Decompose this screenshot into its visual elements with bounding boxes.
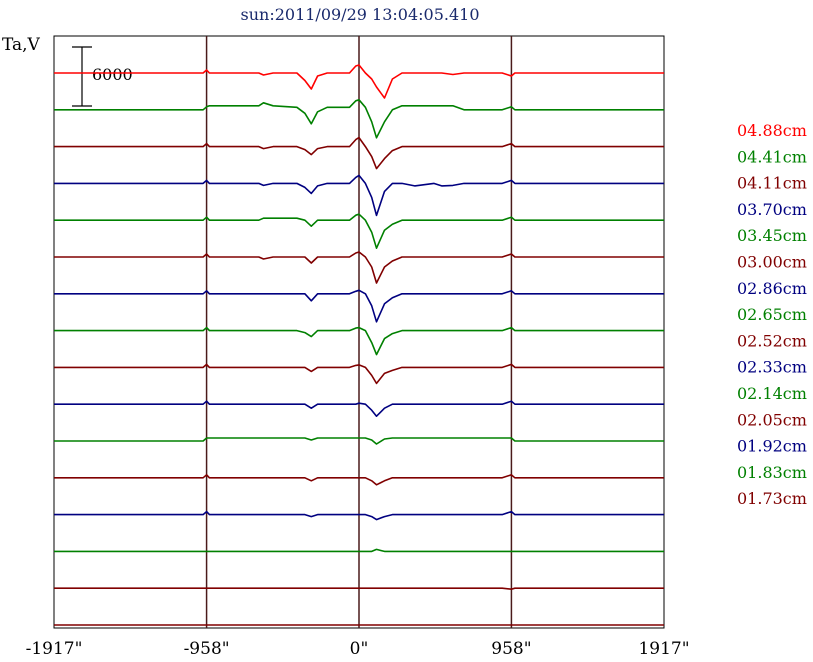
legend-entry: 02.86cm xyxy=(737,279,807,298)
trace-line xyxy=(54,136,664,170)
x-tick-label: -958" xyxy=(184,639,230,659)
x-tick-label: 1917" xyxy=(638,639,689,659)
legend-entry: 02.33cm xyxy=(737,358,807,377)
trace-line xyxy=(54,64,664,99)
trace-line xyxy=(54,548,664,553)
trace-line xyxy=(54,473,664,486)
legend-entry: 01.73cm xyxy=(737,489,807,508)
legend-entry: 04.88cm xyxy=(737,121,807,140)
trace-line xyxy=(54,400,664,418)
trace-line xyxy=(54,326,664,356)
trace-line xyxy=(54,363,664,385)
x-tick-labels: -1917" -958" 0" 958" 1917" xyxy=(26,639,690,659)
x-tick-label: 958" xyxy=(491,639,531,659)
y-axis-label: Ta,V xyxy=(2,35,41,55)
trace-line xyxy=(54,289,664,323)
legend-entry: 02.65cm xyxy=(737,305,807,324)
trace-line xyxy=(54,510,664,521)
legend-entry: 02.05cm xyxy=(737,410,807,429)
vertical-gridlines xyxy=(205,36,513,628)
legend-entry: 02.14cm xyxy=(737,384,807,403)
trace-line xyxy=(54,251,664,284)
trace-line xyxy=(54,213,664,249)
trace-line xyxy=(54,99,664,139)
legend-entry: 04.41cm xyxy=(737,147,807,166)
legend-entry: 03.45cm xyxy=(737,226,807,245)
scale-bar: 6000 xyxy=(72,46,133,107)
traces xyxy=(54,64,664,626)
scale-bar-label: 6000 xyxy=(92,65,133,84)
legend: 04.88cm 04.41cm 04.11cm 03.70cm 03.45cm 03.00… xyxy=(737,121,807,508)
x-tick-label: -1917" xyxy=(26,639,83,659)
trace-line xyxy=(54,174,664,217)
trace-line xyxy=(54,587,664,591)
chart-title: sun:2011/09/29 13:04:05.410 xyxy=(241,5,480,24)
legend-entry: 03.00cm xyxy=(737,253,807,272)
legend-entry: 03.70cm xyxy=(737,200,807,219)
legend-entry: 01.83cm xyxy=(737,463,807,482)
legend-entry: 02.52cm xyxy=(737,331,807,350)
legend-entry: 04.11cm xyxy=(737,174,807,193)
legend-entry: 01.92cm xyxy=(737,437,807,456)
trace-line xyxy=(54,437,664,445)
x-tick-label: 0" xyxy=(350,639,369,659)
